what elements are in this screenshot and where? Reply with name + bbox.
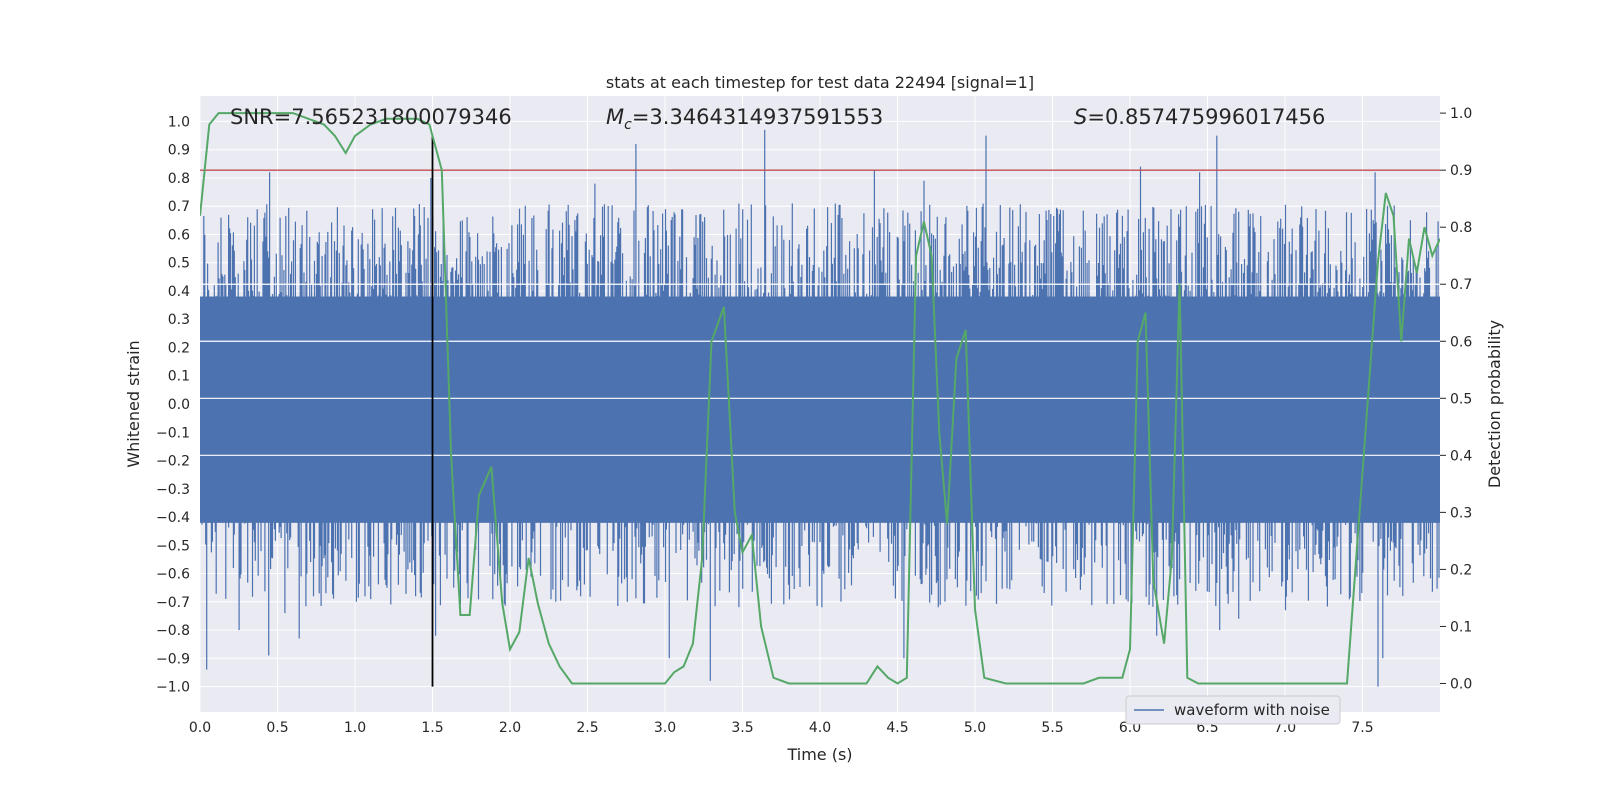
y-tick-label: 0.4	[168, 284, 190, 300]
x-tick-label: 3.0	[654, 720, 676, 736]
right-y-tick-label: 0.8	[1450, 220, 1472, 236]
x-tick-label: 0.5	[266, 720, 288, 736]
right-y-tick-label: 0.7	[1450, 277, 1472, 293]
y-tick-label: −0.2	[156, 454, 190, 470]
s-value: =0.857475996017456	[1087, 105, 1325, 129]
legend: waveform with noise	[1125, 695, 1341, 725]
right-y-tick-label: 0.3	[1450, 505, 1472, 521]
y-tick-label: −0.4	[156, 510, 190, 526]
y-tick-label: 0.7	[168, 199, 190, 215]
x-tick-label: 1.5	[421, 720, 443, 736]
y-tick-label: 0.2	[168, 340, 190, 356]
legend-label: waveform with noise	[1174, 701, 1330, 719]
right-y-axis-label: Detection probability	[1485, 320, 1504, 488]
x-tick-label: 2.0	[499, 720, 521, 736]
chart-title: stats at each timestep for test data 224…	[606, 73, 1034, 92]
right-y-tick-label: 0.2	[1450, 562, 1472, 578]
x-tick-label: 7.5	[1351, 720, 1373, 736]
s-annotation: S=0.857475996017456	[1074, 105, 1325, 129]
y-tick-label: −0.1	[156, 425, 190, 441]
right-y-axis-ticks: 1.0 0.9 0.8 0.7 0.6 0.5 0.4 0.3 0.2 0.1 0.0	[1440, 106, 1472, 692]
y-tick-label: −0.5	[156, 538, 190, 554]
x-tick-label: 2.5	[576, 720, 598, 736]
y-axis-label: Whitened strain	[124, 340, 143, 467]
x-tick-label: 1.0	[344, 720, 366, 736]
y-tick-label: 0.1	[168, 369, 190, 385]
y-tick-label: 0.0	[168, 397, 190, 413]
x-tick-label: 5.0	[964, 720, 986, 736]
x-tick-label: 4.5	[886, 720, 908, 736]
chirp-mass-subscript: c	[624, 117, 632, 133]
legend-box	[1125, 695, 1341, 725]
right-y-tick-label: 0.6	[1450, 334, 1472, 350]
x-axis-ticks: 0.0 0.5 1.0 1.5 2.0 2.5 3.0 3.5 4.0 4.5 5.0 5.5 6.0 6…	[189, 720, 1374, 736]
y-tick-label: −0.6	[156, 567, 190, 583]
right-y-tick-label: 1.0	[1450, 106, 1472, 122]
y-tick-label: 0.5	[168, 256, 190, 272]
y-tick-label: −1.0	[156, 680, 190, 696]
y-tick-label: −0.7	[156, 595, 190, 611]
y-tick-label: −0.8	[156, 623, 190, 639]
y-tick-label: 0.3	[168, 312, 190, 328]
chirp-mass-symbol: M	[606, 105, 624, 129]
y-tick-label: 0.6	[168, 227, 190, 243]
detection-probability-line	[200, 112, 1440, 685]
waveform-series	[200, 129, 1440, 687]
right-y-tick-label: 0.5	[1450, 391, 1472, 407]
x-tick-label: 4.0	[809, 720, 831, 736]
x-tick-label: 5.5	[1041, 720, 1063, 736]
waveform-core-band	[200, 296, 1440, 523]
right-y-tick-label: 0.0	[1450, 676, 1472, 692]
x-tick-label: 0.0	[189, 720, 211, 736]
x-axis-label: Time (s)	[786, 745, 852, 764]
y-tick-label: −0.3	[156, 482, 190, 498]
y-tick-label: 0.8	[168, 171, 190, 187]
chirp-mass-value: =3.3464314937591553	[632, 105, 883, 129]
snr-annotation: SNR=7.565231800079346	[230, 105, 512, 129]
right-axis-gridlines	[200, 283, 1440, 456]
right-y-tick-label: 0.4	[1450, 448, 1472, 464]
s-symbol: S	[1074, 105, 1087, 129]
chirp-mass-annotation: Mc=3.3464314937591553	[606, 105, 883, 133]
right-y-tick-label: 0.9	[1450, 163, 1472, 179]
x-tick-label: 3.5	[731, 720, 753, 736]
y-tick-label: 1.0	[168, 114, 190, 130]
right-y-tick-label: 0.1	[1450, 619, 1472, 635]
y-tick-label: 0.9	[168, 143, 190, 159]
y-axis-ticks: 1.0 0.9 0.8 0.7 0.6 0.5 0.4 0.3 0.2 0.1 0.0 −0.1 −0.…	[156, 114, 190, 695]
y-tick-label: −0.9	[156, 651, 190, 667]
